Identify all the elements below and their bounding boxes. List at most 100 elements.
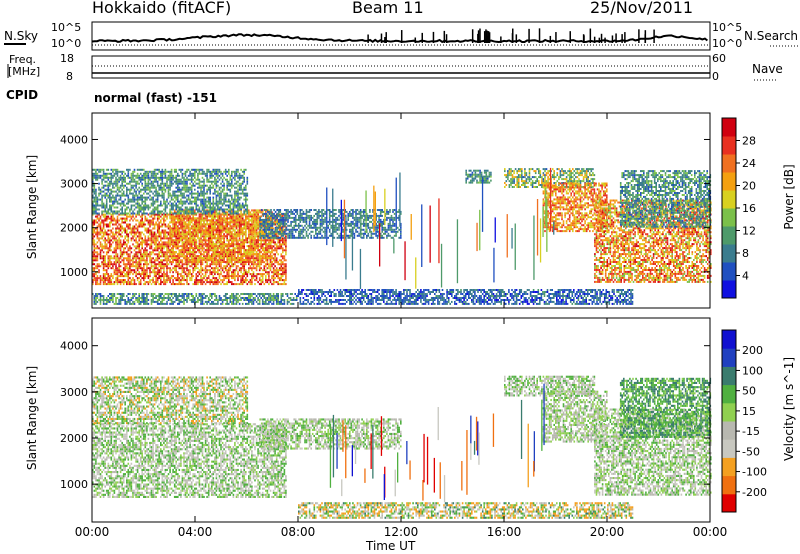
data-cell [234,243,236,245]
data-cell [160,259,162,261]
data-cell [209,249,211,251]
data-cell [104,220,106,222]
data-cell [233,243,235,245]
data-cell [226,277,228,279]
data-cell [182,233,184,235]
data-cell [97,283,99,285]
data-cell [140,235,142,237]
data-cell [165,185,167,187]
data-cell [226,251,228,253]
data-cell [100,222,102,224]
data-cell [149,275,151,277]
data-cell [268,275,270,277]
data-cell [251,257,253,259]
data-cell [226,283,228,285]
data-cell [226,247,228,249]
data-cell [118,247,120,249]
data-cell [267,267,269,269]
data-cell [158,275,160,277]
data-cell [228,233,230,235]
data-cell [98,193,100,195]
data-cell [163,220,165,222]
data-cell [128,237,130,239]
data-cell [213,229,215,231]
data-cell [115,177,117,179]
data-cell [168,224,170,226]
data-cell [149,171,151,173]
data-cell [226,281,228,283]
data-cell [234,249,236,251]
data-cell [95,193,97,195]
data-cell [106,199,108,201]
data-cell [243,253,245,255]
data-cell [132,261,134,263]
data-cell [171,233,173,235]
data-cell [169,259,171,261]
data-cell [223,225,225,227]
data-cell [216,251,218,253]
data-cell [260,255,262,257]
data-cell [108,261,110,263]
data-cell [182,217,184,219]
data-cell [94,205,96,207]
data-cell [155,235,157,237]
data-cell [175,251,177,253]
data-cell [151,183,153,185]
data-cell [177,221,179,223]
data-cell [265,279,267,281]
data-cell [183,277,185,279]
data-cell [135,255,137,257]
data-cell [216,241,218,243]
data-cell [211,239,213,241]
data-cell [172,219,174,221]
data-cell [145,207,147,209]
data-cell [111,183,113,185]
data-cell [97,226,99,228]
data-cell [117,261,119,263]
data-cell [189,265,191,267]
data-cell [120,218,122,220]
data-cell [112,216,114,218]
data-cell [95,220,97,222]
data-cell [279,267,281,269]
data-cell [231,243,233,245]
data-cell [111,169,113,171]
data-cell [115,207,117,209]
data-cell [214,247,216,249]
data-cell [243,273,245,275]
data-cell [230,259,232,261]
data-cell [128,201,130,203]
data-cell [268,239,270,241]
data-cell [251,229,253,231]
data-cell [97,259,99,261]
data-cell [196,263,198,265]
data-cell [180,279,182,281]
data-cell [168,257,170,259]
data-cell [146,218,148,220]
data-cell [267,247,269,249]
data-cell [226,227,228,229]
data-cell [264,257,266,259]
data-cell [168,171,170,173]
data-cell [143,283,145,285]
data-cell [160,243,162,245]
data-cell [145,179,147,181]
data-cell [138,259,140,261]
data-cell [276,281,278,283]
data-cell [191,265,193,267]
data-cell [199,215,201,217]
data-cell [171,211,173,213]
data-cell [191,251,193,253]
data-cell [265,269,267,271]
data-cell [191,275,193,277]
data-cell [162,193,164,195]
data-cell [109,257,111,259]
data-cell [281,253,283,255]
data-cell [256,267,258,269]
data-cell [208,243,210,245]
data-cell [273,283,275,285]
data-cell [274,271,276,273]
data-cell [248,267,250,269]
data-cell [228,251,230,253]
data-cell [168,233,170,235]
